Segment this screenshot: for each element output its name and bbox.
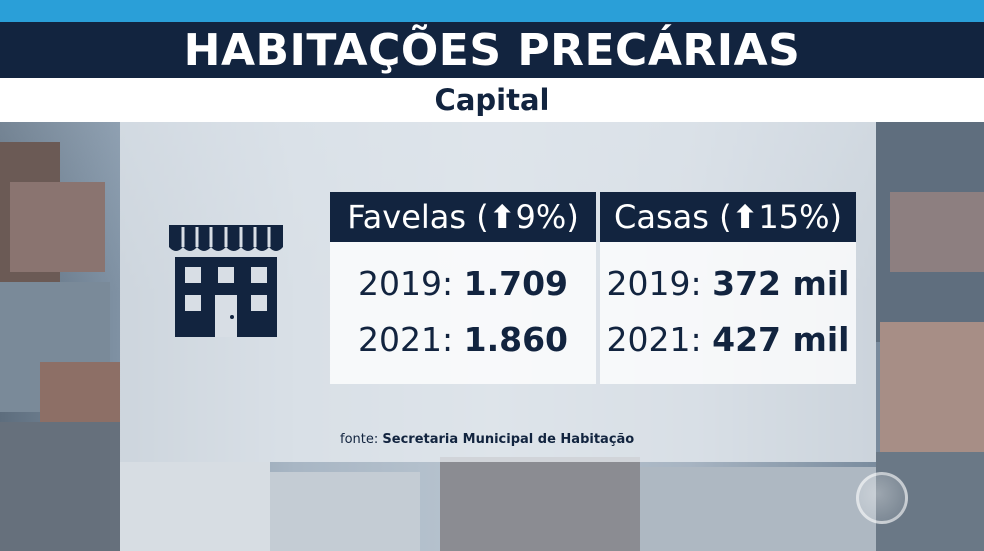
value: 1.709 [463, 264, 568, 303]
source-caption: fonte: Secretaria Municipal de Habitação [340, 432, 634, 447]
favelas-row-2021: 2021: 1.860 [330, 320, 596, 359]
value: 427 mil [712, 320, 850, 359]
casas-row-2019: 2019: 372 mil [600, 264, 856, 303]
building-icon [165, 217, 287, 339]
top-accent-strip [0, 0, 984, 22]
arrow-up-icon: ⬆ [731, 198, 759, 236]
favelas-change: 9%) [515, 198, 579, 236]
favelas-label: Favelas ( [347, 198, 489, 236]
year-label: 2019: [358, 264, 454, 303]
casas-header: Casas (⬆ 15%) [600, 192, 856, 242]
year-label: 2021: [606, 320, 702, 359]
favelas-values: 2019: 1.709 2021: 1.860 [330, 242, 596, 384]
year-label: 2021: [358, 320, 454, 359]
favelas-row-2019: 2019: 1.709 [330, 264, 596, 303]
subtitle-bar: Capital [0, 78, 984, 122]
page-title: HABITAÇÕES PRECÁRIAS [183, 24, 801, 76]
year-label: 2019: [606, 264, 702, 303]
casas-values: 2019: 372 mil 2021: 427 mil [600, 242, 856, 384]
value: 372 mil [712, 264, 850, 303]
casas-change: 15%) [758, 198, 842, 236]
title-bar: HABITAÇÕES PRECÁRIAS [0, 22, 984, 78]
source-label: fonte: [340, 432, 379, 447]
broadcaster-logo-watermark [856, 472, 908, 524]
source-text: Secretaria Municipal de Habitação [382, 432, 635, 447]
casas-row-2021: 2021: 427 mil [600, 320, 856, 359]
page-subtitle: Capital [434, 83, 550, 117]
value: 1.860 [463, 320, 568, 359]
casas-label: Casas ( [614, 198, 732, 236]
favelas-header: Favelas (⬆ 9%) [330, 192, 596, 242]
arrow-up-icon: ⬆ [488, 198, 516, 236]
